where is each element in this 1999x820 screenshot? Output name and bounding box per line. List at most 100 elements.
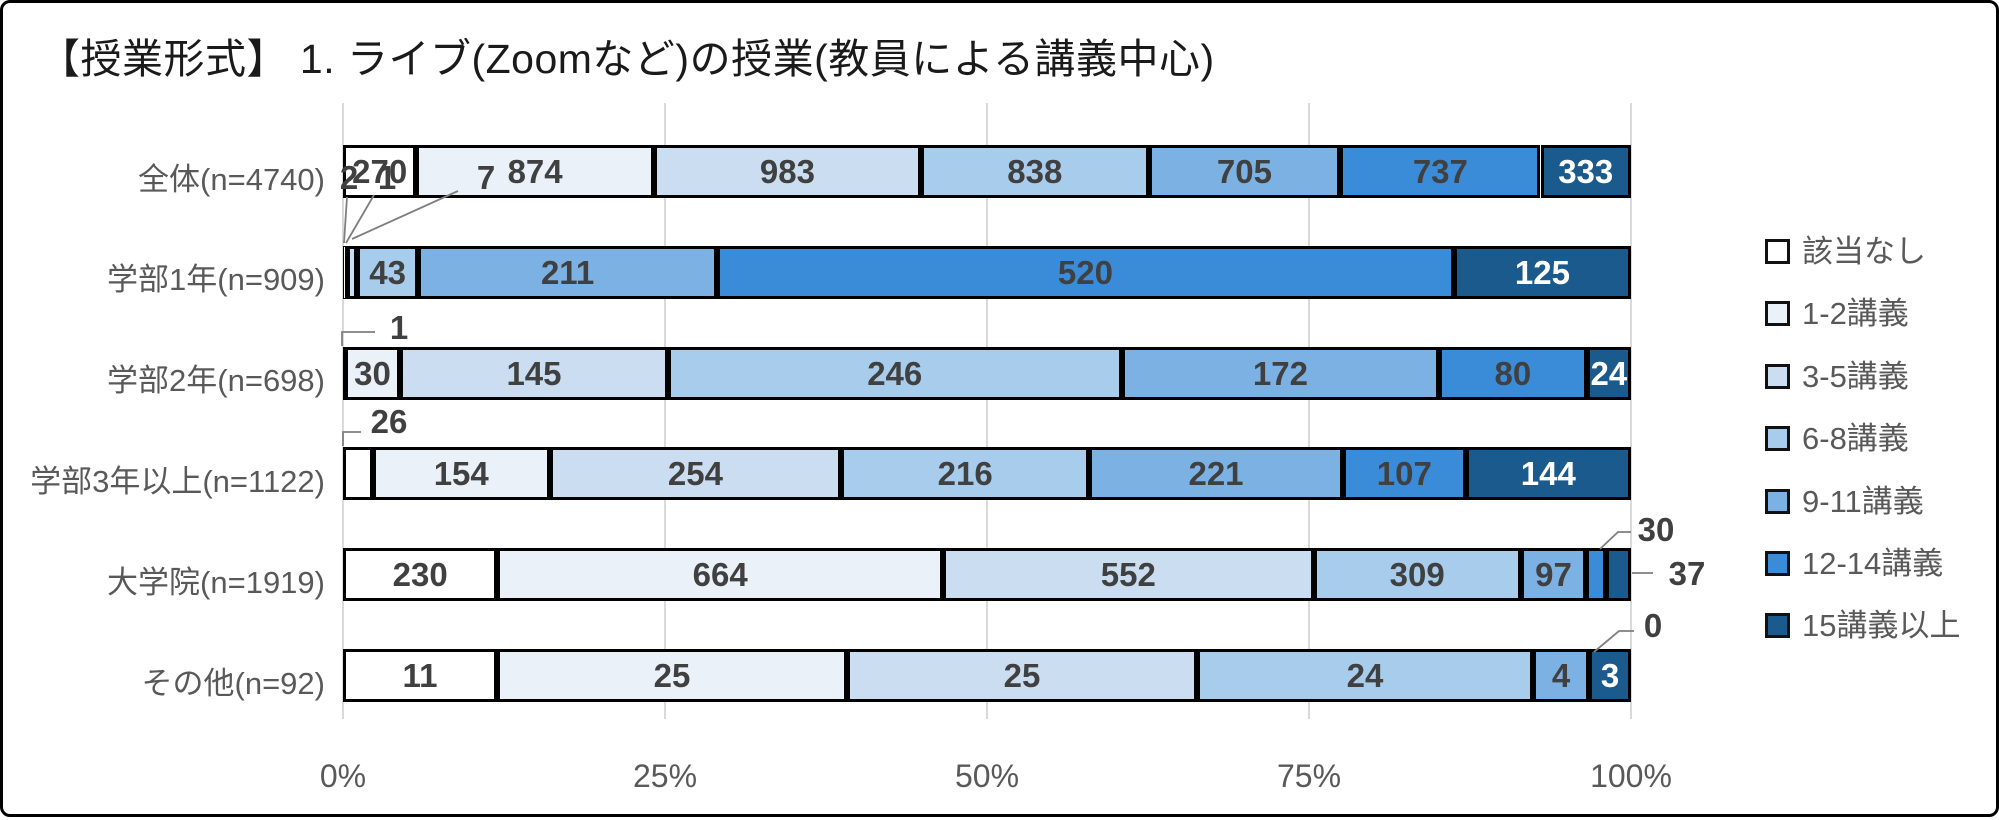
- bar-segment: [1586, 548, 1607, 602]
- data-label: 125: [1514, 253, 1570, 291]
- leader-line: [351, 190, 459, 240]
- bar-segment: 144: [1465, 447, 1631, 501]
- callout-data-label: 37: [1668, 555, 1706, 592]
- bar-segment: 552: [943, 548, 1314, 602]
- callout-data-label: 30: [1637, 511, 1675, 548]
- data-label: 737: [1412, 153, 1468, 190]
- data-label: 80: [1494, 354, 1532, 392]
- leader-line: [1599, 531, 1631, 550]
- data-label: 97: [1535, 556, 1572, 594]
- data-label: 24: [1590, 354, 1628, 392]
- bar-segment: 145: [400, 346, 668, 400]
- data-label: 520: [1057, 253, 1113, 291]
- data-label: 838: [1007, 153, 1063, 190]
- callout-data-label: 2: [339, 159, 359, 196]
- leader-line: [343, 196, 348, 244]
- callout-data-label: 1: [377, 159, 397, 196]
- bar-segment: 246: [667, 346, 1122, 400]
- legend-label: 該当なし: [1802, 234, 1926, 269]
- bar-segment: 80: [1439, 346, 1587, 400]
- category-label: 学部1年(n=909): [107, 262, 325, 298]
- bar-segment: 4: [1533, 649, 1589, 702]
- data-label: 309: [1389, 556, 1445, 594]
- bar-segment: 125: [1453, 245, 1631, 299]
- gridline: [342, 103, 344, 719]
- data-label: 4: [1551, 657, 1571, 694]
- bar-segment: 705: [1148, 145, 1341, 198]
- chart-title: 【授業形式】 1. ライブ(Zoomなど)の授業(教員による講義中心): [39, 36, 1215, 82]
- legend-label: 3-5講義: [1802, 358, 1909, 394]
- bar-segment: 230: [343, 548, 498, 602]
- bar-segment: 43: [357, 245, 419, 299]
- data-label: 25: [1003, 657, 1041, 694]
- gridline: [986, 103, 988, 719]
- bar-segment: 874: [416, 145, 654, 198]
- bar-segment: [343, 346, 345, 400]
- legend-swatch: [1765, 551, 1790, 576]
- bar-segment: 309: [1313, 548, 1521, 602]
- x-axis-tick-label: 75%: [1276, 758, 1342, 794]
- bar-segment: 25: [847, 649, 1197, 702]
- data-label: 221: [1188, 455, 1244, 493]
- bar-segment: 254: [549, 447, 842, 501]
- bar-segment: 664: [497, 548, 944, 602]
- bar-segment: 172: [1121, 346, 1440, 400]
- x-axis-tick-label: 50%: [954, 758, 1020, 794]
- data-label: 254: [667, 455, 723, 493]
- category-label: 全体(n=4740): [138, 161, 325, 197]
- data-label: 230: [392, 556, 448, 594]
- bar-segment: 333: [1540, 145, 1631, 198]
- legend-swatch: [1765, 301, 1790, 327]
- data-label: 983: [759, 153, 815, 190]
- bar-segment: 520: [717, 245, 1454, 299]
- x-axis-tick-label: 25%: [632, 758, 698, 794]
- data-label: 30: [354, 354, 391, 392]
- legend-item: 該当なし: [1765, 236, 1926, 267]
- plot-area: 0% 25% 50% 75% 100% 全体(n=4740) 270 874 983 838 705…: [3, 3, 1996, 814]
- data-label: 145: [506, 354, 562, 392]
- data-label: 25: [653, 657, 691, 694]
- legend-item: 3-5講義: [1765, 361, 1909, 392]
- legend-label: 12-14講義: [1802, 546, 1944, 581]
- legend-label: 9-11講義: [1802, 483, 1924, 519]
- bar-segment: 221: [1089, 447, 1343, 501]
- bar-segment: 25: [497, 649, 847, 702]
- category-label: 大学院(n=1919): [107, 564, 325, 600]
- legend-label: 15講義以上: [1802, 608, 1961, 644]
- callout-data-label: 1: [389, 309, 409, 346]
- bar-segment: 24: [1586, 346, 1631, 400]
- x-axis-tick-label: 0%: [319, 758, 367, 794]
- leader-line: [341, 331, 375, 346]
- bar-segment: [347, 245, 358, 299]
- bar-segment: [1606, 548, 1631, 602]
- leader-line: [345, 194, 375, 244]
- leader-line: [342, 431, 361, 446]
- x-axis-tick-label: 100%: [1590, 758, 1672, 794]
- data-label: 24: [1346, 657, 1384, 694]
- data-label: 216: [937, 455, 993, 493]
- bar-segment: 11: [343, 649, 497, 702]
- data-label: 705: [1216, 153, 1272, 190]
- callout-data-label: 7: [476, 159, 496, 196]
- legend-item: 9-11講義: [1765, 486, 1924, 517]
- bar-segment: 737: [1340, 145, 1541, 198]
- data-label: 172: [1252, 354, 1308, 392]
- category-label: その他(n=92): [141, 665, 325, 701]
- legend-swatch: [1765, 613, 1790, 639]
- data-label: 270: [352, 153, 408, 190]
- bar-segment: 983: [653, 145, 921, 198]
- bar-segment: 24: [1197, 649, 1533, 702]
- bar-segment: 97: [1520, 548, 1587, 602]
- data-label: 144: [1520, 455, 1576, 493]
- legend-item: 6-8講義: [1765, 423, 1909, 454]
- data-label: 3: [1600, 657, 1620, 694]
- data-label: 246: [867, 354, 923, 392]
- callout-data-label: 26: [370, 403, 408, 440]
- bar-segment: [343, 447, 373, 501]
- gridline: [1630, 103, 1632, 719]
- data-label: 43: [369, 253, 406, 291]
- data-label: 154: [433, 455, 489, 493]
- legend-item: 15講義以上: [1765, 610, 1960, 641]
- legend-swatch: [1765, 239, 1790, 264]
- data-label: 333: [1558, 153, 1614, 190]
